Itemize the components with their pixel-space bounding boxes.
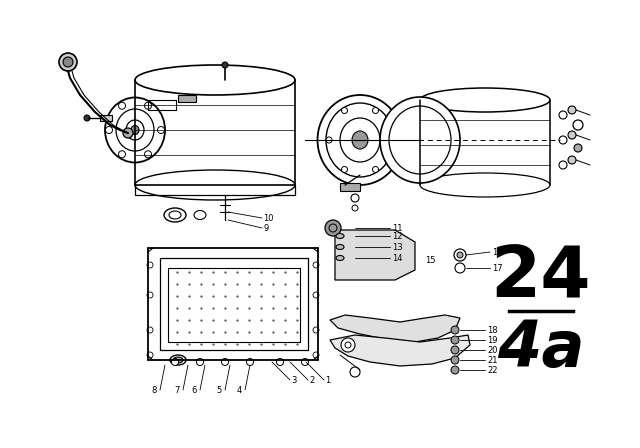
Circle shape [196,358,204,366]
Text: 18: 18 [487,326,498,335]
Text: 8: 8 [152,385,157,395]
Circle shape [388,137,394,143]
Circle shape [118,151,125,158]
Text: 24: 24 [490,243,591,312]
Circle shape [573,120,583,130]
Text: 13: 13 [392,242,403,251]
Text: 17: 17 [492,263,502,272]
Text: 6: 6 [191,385,197,395]
Text: 20: 20 [487,345,497,354]
Circle shape [59,53,77,71]
Text: 15: 15 [425,255,435,264]
Ellipse shape [336,255,344,260]
Text: 12: 12 [392,232,403,241]
Ellipse shape [352,131,368,149]
Ellipse shape [135,170,295,200]
Ellipse shape [135,65,295,95]
Circle shape [246,358,253,366]
Circle shape [574,144,582,152]
Ellipse shape [336,233,344,238]
Text: 7: 7 [175,385,180,395]
Circle shape [351,194,359,202]
Circle shape [276,358,284,366]
Text: 2: 2 [309,375,314,384]
Bar [178,95,196,102]
Ellipse shape [164,208,186,222]
Text: 1: 1 [325,375,330,384]
Text: 5: 5 [217,385,222,395]
Circle shape [451,356,459,364]
Text: 16: 16 [492,247,502,257]
Ellipse shape [420,173,550,197]
Circle shape [221,358,228,366]
Text: 3: 3 [291,375,296,384]
Circle shape [325,220,341,236]
Circle shape [157,126,164,134]
Circle shape [457,252,463,258]
Circle shape [301,358,308,366]
Circle shape [106,126,113,134]
Ellipse shape [317,95,403,185]
Circle shape [84,115,90,121]
Text: 14: 14 [392,254,403,263]
Text: 9: 9 [263,224,268,233]
Circle shape [326,137,332,143]
Circle shape [372,167,378,172]
Circle shape [451,326,459,334]
Text: 22: 22 [487,366,497,375]
Ellipse shape [380,97,460,183]
Polygon shape [335,230,415,280]
Circle shape [372,108,378,113]
Text: 4a: 4a [497,319,584,380]
Ellipse shape [105,98,165,163]
Circle shape [342,167,348,172]
Ellipse shape [170,355,186,365]
Circle shape [172,358,179,366]
Circle shape [145,102,152,109]
Ellipse shape [131,125,139,134]
Circle shape [568,156,576,164]
Circle shape [559,111,567,119]
Ellipse shape [420,88,550,112]
Bar [100,115,112,121]
Circle shape [341,338,355,352]
Circle shape [118,102,125,109]
Text: 11: 11 [392,224,403,233]
Ellipse shape [336,245,344,250]
Circle shape [454,249,466,261]
Text: 19: 19 [487,336,497,345]
Polygon shape [330,335,470,366]
Bar [340,183,360,191]
Circle shape [559,161,567,169]
Ellipse shape [173,357,183,363]
Circle shape [222,62,228,68]
Circle shape [63,57,73,67]
Bar [148,100,176,110]
Polygon shape [330,315,460,342]
Circle shape [123,128,133,138]
Circle shape [451,346,459,354]
Text: 10: 10 [263,214,273,223]
Text: 21: 21 [487,356,497,365]
Circle shape [145,151,152,158]
Circle shape [342,108,348,113]
Circle shape [451,336,459,344]
Circle shape [451,366,459,374]
Circle shape [568,106,576,114]
Circle shape [568,131,576,139]
Text: 4: 4 [237,385,242,395]
Circle shape [559,136,567,144]
